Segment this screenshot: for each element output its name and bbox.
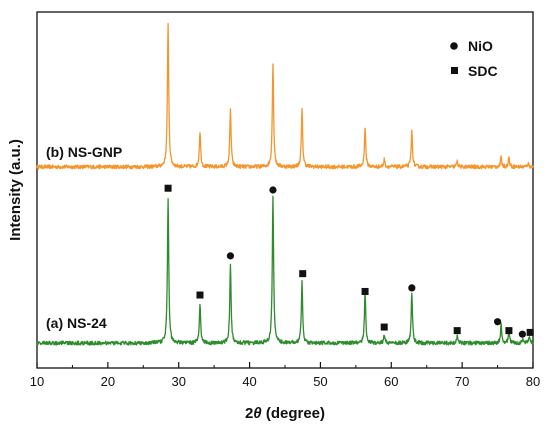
x-tick-label-10: 10 [30, 374, 44, 389]
nio-circle-marker [226, 252, 235, 260]
legend-nio-label: NiO [468, 38, 493, 54]
phase-marker-layer [164, 184, 534, 338]
sdc-square-marker [361, 287, 369, 295]
legend-sdc-label: SDC [468, 63, 498, 79]
sdc-square-marker [453, 327, 461, 335]
legend-sdc-square-icon [451, 67, 458, 74]
nio-circle-marker [493, 318, 502, 326]
x-tick-label-30: 30 [171, 374, 185, 389]
nio-circle-marker [518, 330, 526, 338]
sdc-square-marker [380, 323, 388, 331]
x-axis-ticks: 10 20 30 40 50 60 70 80 [30, 362, 540, 389]
series-line-b-ns-gnp [36, 22, 534, 170]
series-layer [36, 22, 534, 346]
x-tick-label-50: 50 [313, 374, 327, 389]
x-tick-label-20: 20 [101, 374, 115, 389]
nio-circle-marker [408, 284, 416, 292]
sdc-square-marker [299, 270, 307, 278]
sdc-square-marker [505, 327, 513, 335]
nio-circle-marker [269, 186, 277, 194]
sdc-square-marker [526, 328, 534, 336]
legend-nio-circle-icon [450, 42, 458, 50]
sdc-square-marker [164, 184, 172, 192]
y-axis-title: Intensity (a.u.) [7, 139, 24, 241]
series-label-ns-24: (a) NS-24 [46, 315, 107, 331]
plot-frame [36, 11, 534, 369]
series-label-ns-gnp: (b) NS-GNP [46, 144, 122, 160]
x-tick-label-80: 80 [526, 374, 540, 389]
x-tick-label-40: 40 [242, 374, 256, 389]
series-line-a-ns-24 [36, 195, 534, 346]
x-tick-label-70: 70 [455, 374, 469, 389]
x-tick-label-60: 60 [384, 374, 398, 389]
x-axis-title: 2θ (degree) [245, 405, 325, 422]
legend: NiO SDC [450, 38, 498, 79]
sdc-square-marker [196, 291, 204, 299]
